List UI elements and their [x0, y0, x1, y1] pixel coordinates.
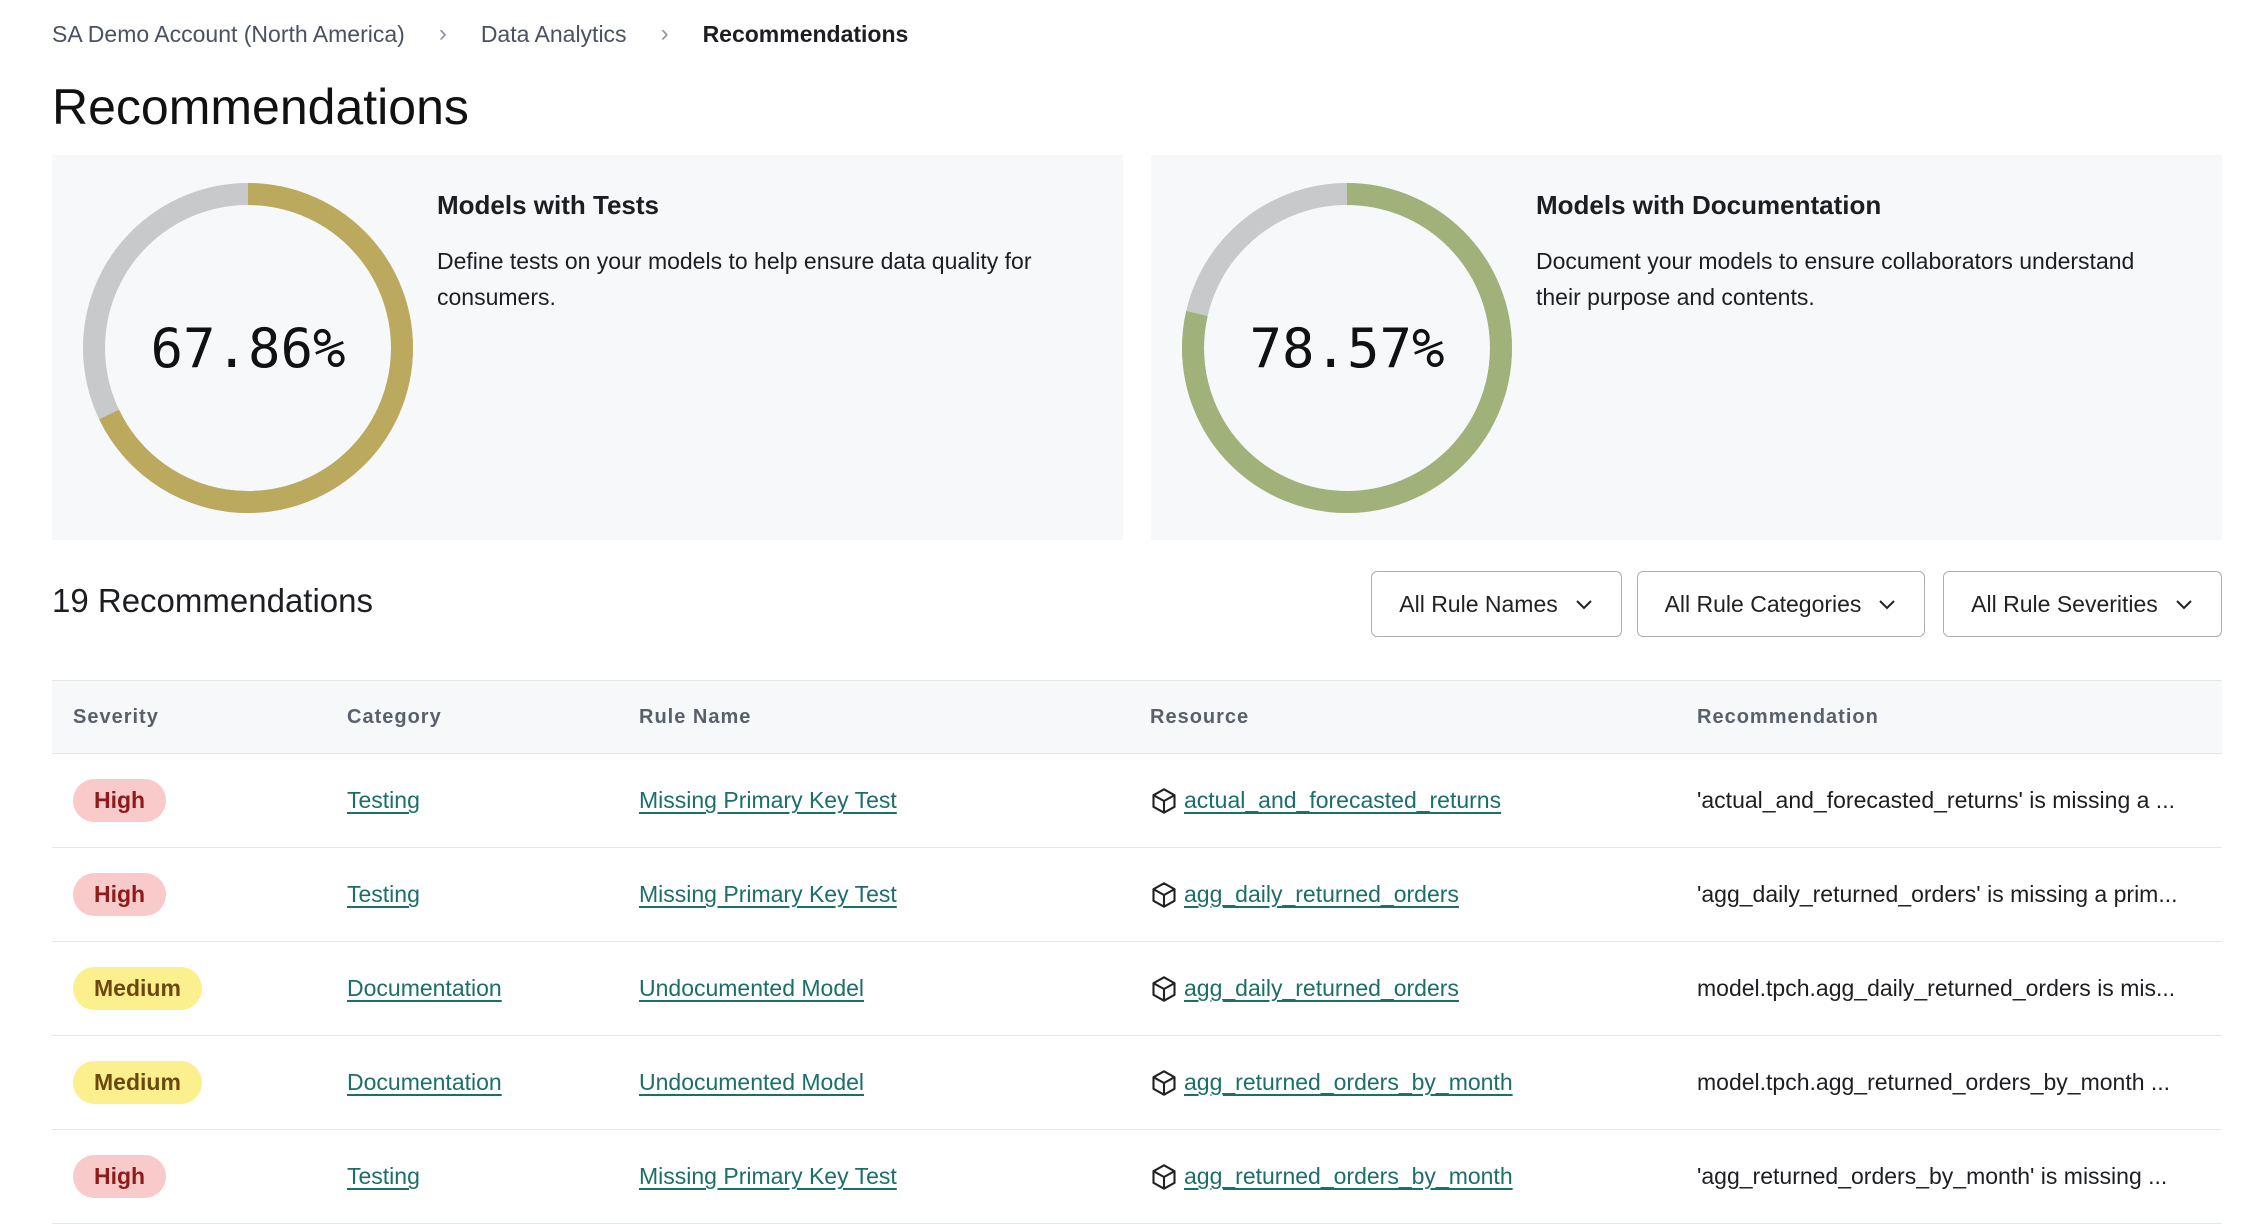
models-with-tests-card: 67.86% Models with Tests Define tests on…	[52, 155, 1123, 540]
rule-name-link[interactable]: Missing Primary Key Test	[639, 787, 897, 813]
recommendation-cell: model.tpch.agg_returned_orders_by_month …	[1697, 1035, 2222, 1130]
category-cell: Documentation	[347, 1035, 639, 1130]
model-cube-icon	[1152, 1163, 1176, 1190]
severity-badge: Medium	[73, 1061, 202, 1104]
tests-donut	[83, 183, 413, 513]
docs-percent: 78.57%	[1249, 316, 1445, 380]
rule-severities-filter[interactable]: All Rule Severities	[1943, 571, 2222, 637]
recommendation-text: 'actual_and_forecasted_returns' is missi…	[1697, 787, 2175, 813]
table-row: Medium Documentation Undocumented Model …	[52, 941, 2222, 1036]
breadcrumb-account[interactable]: SA Demo Account (North America)	[52, 20, 405, 47]
page-title: Recommendations	[52, 79, 469, 135]
rule-name-link[interactable]: Missing Primary Key Test	[639, 1163, 897, 1189]
recommendation-text: 'agg_daily_returned_orders' is missing a…	[1697, 881, 2178, 907]
category-link[interactable]: Documentation	[347, 975, 502, 1001]
recommendations-table: Severity Category Rule Name Resource Rec…	[52, 680, 2222, 1224]
table-row: High Testing Missing Primary Key Test ag…	[52, 847, 2222, 942]
chevron-right-icon: ›	[660, 20, 669, 47]
recommendation-cell: 'agg_daily_returned_orders' is missing a…	[1697, 847, 2222, 942]
recommendation-text: model.tpch.agg_daily_returned_orders is …	[1697, 975, 2176, 1001]
recommendation-cell: 'actual_and_forecasted_returns' is missi…	[1697, 753, 2222, 848]
header-severity[interactable]: Severity	[52, 680, 347, 754]
table-row: Medium Documentation Undocumented Model …	[52, 1035, 2222, 1130]
category-link[interactable]: Testing	[347, 881, 420, 907]
recommendations-count: 19 Recommendations	[52, 582, 374, 619]
card-title: Models with Documentation	[1536, 190, 1882, 220]
resource-cell: agg_daily_returned_orders	[1150, 847, 1697, 942]
chevron-down-icon	[2176, 600, 2192, 610]
card-title: Models with Tests	[437, 190, 659, 220]
resource-link[interactable]: agg_daily_returned_orders	[1184, 881, 1459, 907]
donut-progress	[1182, 183, 1512, 513]
header-recommendation[interactable]: Recommendation	[1697, 680, 2222, 754]
model-cube-icon	[1152, 881, 1176, 908]
rule-names-filter[interactable]: All Rule Names	[1371, 571, 1622, 637]
rule-name-link[interactable]: Undocumented Model	[639, 1069, 865, 1095]
rule-cell: Missing Primary Key Test	[639, 753, 1150, 848]
header-category[interactable]: Category	[347, 680, 639, 754]
table-row: High Testing Missing Primary Key Test ac…	[52, 753, 2222, 848]
breadcrumb: SA Demo Account (North America) › Data A…	[52, 20, 908, 48]
resource-cell: agg_returned_orders_by_month	[1150, 1129, 1697, 1224]
model-cube-icon	[1152, 1069, 1176, 1096]
severity-cell: High	[52, 753, 347, 848]
rule-name-link[interactable]: Missing Primary Key Test	[639, 881, 897, 907]
rule-cell: Undocumented Model	[639, 1035, 1150, 1130]
rule-categories-filter[interactable]: All Rule Categories	[1637, 571, 1925, 637]
card-description: Define tests on your models to help ensu…	[437, 248, 1032, 310]
resource-cell: agg_returned_orders_by_month	[1150, 1035, 1697, 1130]
severity-badge: High	[73, 779, 167, 822]
recommendation-cell: model.tpch.agg_daily_returned_orders is …	[1697, 941, 2222, 1036]
header-resource[interactable]: Resource	[1150, 680, 1697, 754]
severity-cell: Medium	[52, 1035, 347, 1130]
header-rule-name[interactable]: Rule Name	[639, 680, 1150, 754]
rule-cell: Missing Primary Key Test	[639, 847, 1150, 942]
docs-donut	[1182, 183, 1512, 513]
category-link[interactable]: Testing	[347, 787, 420, 813]
resource-cell: actual_and_forecasted_returns	[1150, 753, 1697, 848]
breadcrumb-current: Recommendations	[702, 20, 909, 47]
model-cube-icon	[1152, 787, 1176, 814]
resource-cell: agg_daily_returned_orders	[1150, 941, 1697, 1036]
tests-percent: 67.86%	[150, 316, 346, 380]
rule-name-link[interactable]: Undocumented Model	[639, 975, 865, 1001]
severity-cell: Medium	[52, 941, 347, 1036]
severity-badge: Medium	[73, 967, 202, 1010]
category-link[interactable]: Testing	[347, 1163, 420, 1189]
filter-label: All Rule Severities	[1971, 590, 2158, 617]
severity-cell: High	[52, 1129, 347, 1224]
models-with-docs-card: 78.57% Models with Documentation Documen…	[1151, 155, 2222, 540]
category-cell: Testing	[347, 753, 639, 848]
card-description: Document your models to ensure collabora…	[1536, 248, 2135, 310]
severity-badge: High	[73, 873, 167, 916]
rule-cell: Undocumented Model	[639, 941, 1150, 1036]
donut-progress	[83, 183, 413, 513]
resource-link[interactable]: agg_returned_orders_by_month	[1184, 1163, 1513, 1189]
category-link[interactable]: Documentation	[347, 1069, 502, 1095]
category-cell: Testing	[347, 1129, 639, 1224]
recommendation-text: 'agg_returned_orders_by_month' is missin…	[1697, 1163, 2168, 1189]
model-cube-icon	[1152, 975, 1176, 1002]
chevron-right-icon: ›	[438, 20, 447, 47]
recommendation-text: model.tpch.agg_returned_orders_by_month …	[1697, 1069, 2171, 1095]
rule-cell: Missing Primary Key Test	[639, 1129, 1150, 1224]
severity-badge: High	[73, 1155, 167, 1198]
resource-link[interactable]: actual_and_forecasted_returns	[1184, 787, 1502, 813]
severity-cell: High	[52, 847, 347, 942]
table-row: High Testing Missing Primary Key Test ag…	[52, 1129, 2222, 1224]
breadcrumb-project[interactable]: Data Analytics	[480, 20, 627, 47]
category-cell: Testing	[347, 847, 639, 942]
filter-label: All Rule Categories	[1664, 590, 1862, 617]
filter-label: All Rule Names	[1399, 590, 1558, 617]
resource-link[interactable]: agg_daily_returned_orders	[1184, 975, 1459, 1001]
recommendation-cell: 'agg_returned_orders_by_month' is missin…	[1697, 1129, 2222, 1224]
category-cell: Documentation	[347, 941, 639, 1036]
chevron-down-icon	[1576, 600, 1592, 610]
resource-link[interactable]: agg_returned_orders_by_month	[1184, 1069, 1513, 1095]
chevron-down-icon	[1879, 600, 1896, 610]
